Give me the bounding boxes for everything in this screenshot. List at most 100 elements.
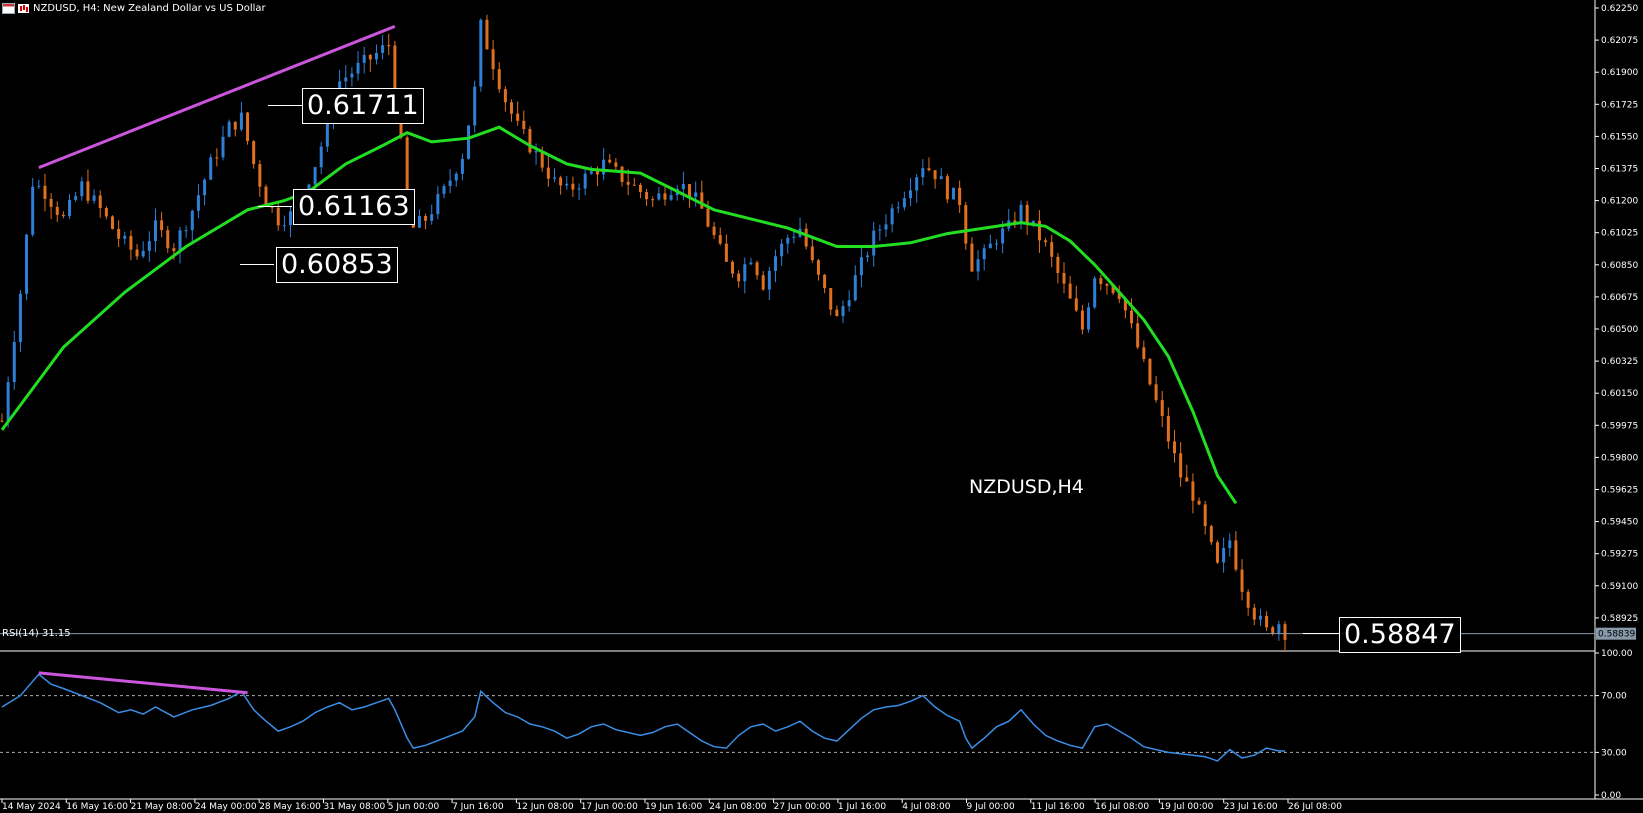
candle-body	[221, 136, 225, 158]
candle-body	[859, 257, 863, 276]
candle-body	[909, 190, 913, 199]
candle-body	[755, 262, 759, 276]
candle-body	[1105, 284, 1109, 286]
candle-body	[927, 168, 931, 171]
candle-body	[626, 181, 630, 185]
price-leader-4	[1303, 633, 1339, 634]
candle-body	[319, 146, 323, 168]
candle-body	[203, 179, 207, 196]
x-tick-label: 16 Jul 08:00	[1095, 802, 1149, 812]
rsi-trendline	[38, 671, 248, 695]
candle-body	[1050, 242, 1054, 257]
candle-body	[479, 19, 483, 87]
candle-body	[55, 206, 59, 215]
candle-body	[810, 246, 814, 261]
candle-body	[952, 187, 956, 200]
candle-body	[792, 236, 796, 238]
candle-body	[878, 229, 882, 231]
candle-body	[939, 176, 943, 180]
candle-body	[6, 382, 10, 421]
candle-body	[1209, 526, 1213, 543]
candle-body	[147, 241, 151, 251]
candle-body	[1271, 627, 1275, 634]
x-tick-label: 12 Jun 08:00	[516, 802, 573, 812]
candle-body	[37, 185, 41, 187]
candle-body	[80, 181, 84, 197]
candle-body	[442, 185, 446, 194]
candle-body	[276, 207, 280, 226]
candle-body	[528, 129, 532, 153]
candle-body	[239, 112, 243, 130]
y-tick-label: 0.59275	[1601, 550, 1638, 560]
candle-body	[921, 168, 925, 178]
candle-body	[933, 170, 937, 180]
candle-body	[282, 225, 286, 227]
rsi-header: RSI(14) 31.15	[2, 628, 71, 639]
candle-body	[540, 151, 544, 168]
candle-body	[1191, 481, 1195, 501]
candle-body	[688, 184, 692, 197]
candle-body	[1215, 542, 1219, 563]
candle-body	[724, 243, 728, 262]
candle-body	[485, 19, 489, 50]
x-tick-label: 4 Jul 08:00	[902, 802, 951, 812]
y-tick-label: 0.60675	[1601, 293, 1638, 303]
rsi-y-tick-label: 0.00	[1601, 791, 1621, 801]
candle-body	[117, 228, 121, 239]
candle-body	[190, 210, 194, 231]
candle-body	[945, 176, 949, 200]
y-tick-label: 0.60850	[1601, 261, 1638, 271]
y-tick-label: 0.59800	[1601, 453, 1638, 463]
candle-body	[1258, 615, 1262, 620]
candle-body	[233, 121, 237, 130]
y-tick-label: 0.61550	[1601, 132, 1638, 142]
candle-body	[988, 243, 992, 249]
x-tick-label: 16 May 16:00	[66, 802, 128, 812]
candle-body	[1252, 607, 1256, 620]
candle-body	[325, 120, 329, 147]
x-tick-label: 1 Jul 16:00	[838, 802, 887, 812]
candle-body	[645, 192, 649, 200]
candle-body	[430, 214, 434, 221]
candle-body	[589, 171, 593, 174]
candle-body	[25, 234, 29, 294]
chart-title: NZDUSD, H4: New Zealand Dollar vs US Dol…	[33, 2, 266, 14]
candle-body	[1265, 615, 1269, 628]
price-box-mid: 0.61163	[293, 189, 415, 225]
candle-body	[890, 208, 894, 225]
x-tick-label: 21 May 08:00	[131, 802, 193, 812]
candle-body	[804, 228, 808, 247]
x-tick-label: 14 May 2024	[2, 802, 61, 812]
candle-body	[1197, 500, 1201, 505]
candle-body	[454, 173, 458, 181]
y-tick-label: 0.58925	[1601, 614, 1638, 624]
x-tick-label: 9 Jul 00:00	[967, 802, 1016, 812]
candle-body	[209, 157, 213, 180]
candle-body	[503, 89, 507, 103]
candle-body	[706, 208, 710, 227]
candle-body	[350, 73, 354, 78]
y-tick-label: 0.62250	[1601, 4, 1638, 14]
candle-body	[43, 185, 47, 199]
candle-body	[657, 193, 661, 200]
rsi-y-tick-label: 30.00	[1601, 748, 1627, 758]
candle-body	[1240, 569, 1244, 592]
candle-body	[1001, 228, 1005, 244]
y-tick-label: 0.59450	[1601, 518, 1638, 528]
moving-average-line	[0, 125, 1238, 505]
candle-body	[1037, 220, 1041, 241]
candle-body	[847, 300, 851, 307]
candle-body	[49, 198, 53, 207]
candle-body	[534, 151, 538, 153]
candle-body	[583, 173, 587, 189]
candle-body	[829, 288, 833, 310]
candle-body	[970, 243, 974, 272]
candle-body	[166, 230, 170, 249]
x-tick-label: 26 Jul 08:00	[1288, 802, 1342, 812]
candle-body	[559, 177, 563, 186]
candle-body	[614, 162, 618, 167]
candle-body	[1025, 204, 1029, 224]
candle-body	[68, 199, 72, 217]
candle-body	[374, 52, 378, 60]
current-price-tag: 0.58839	[1598, 630, 1635, 640]
